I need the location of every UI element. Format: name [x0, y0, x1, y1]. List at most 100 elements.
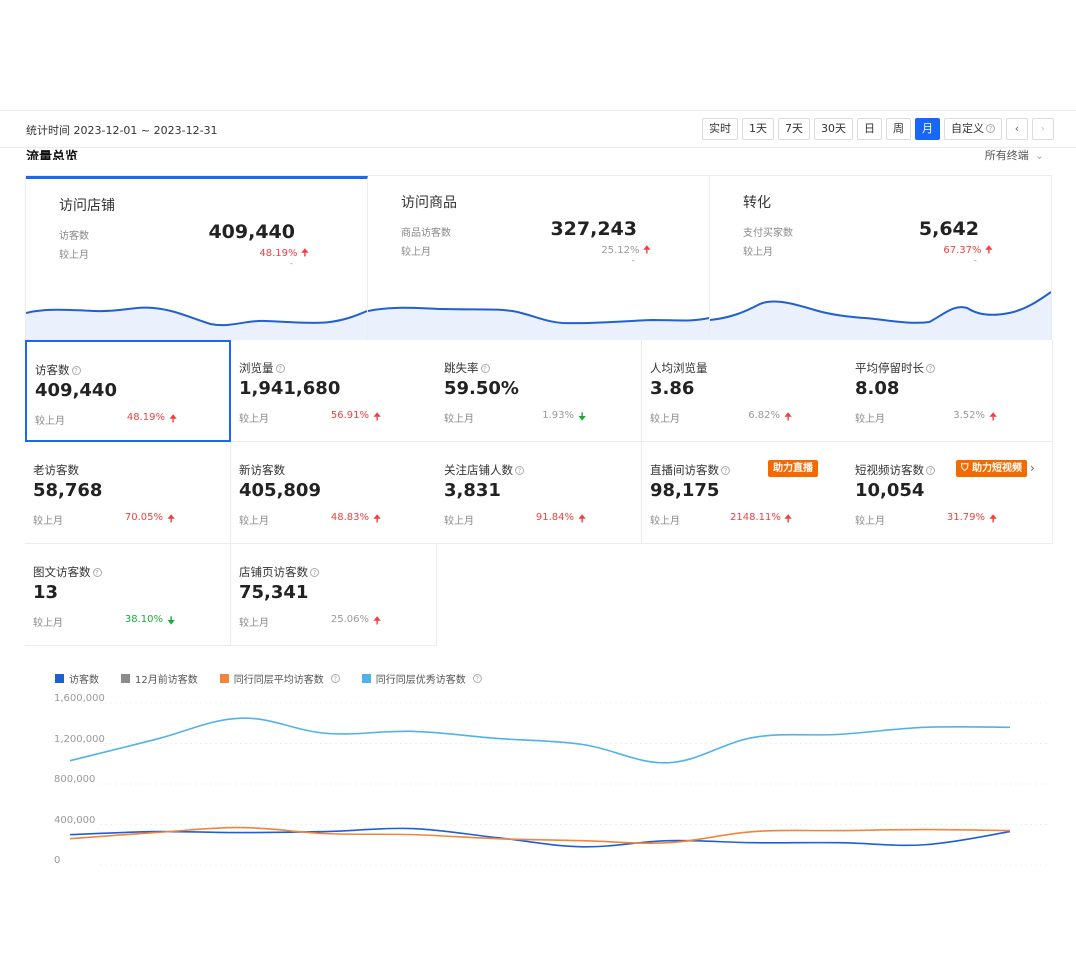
metric-label-text: 访客数: [35, 363, 70, 377]
help-icon[interactable]: ?: [310, 568, 319, 577]
chevron-down-icon: ⌄: [1034, 149, 1044, 162]
metric-label-text: 平均停留时长: [855, 361, 924, 375]
y-tick-label: 1,200,000: [54, 734, 105, 745]
help-icon[interactable]: ?: [721, 466, 730, 475]
help-icon[interactable]: ?: [330, 674, 340, 683]
metric-label: 直播间访客数?: [650, 462, 730, 478]
metric-cell-visitors[interactable]: 访客数? 409,440 较上月 48.19% 🠉: [25, 340, 231, 442]
sparkline-product: [368, 306, 709, 340]
compare-value: 48.19%: [126, 412, 165, 423]
toolbar: 统计时间 2023-12-01 ~ 2023-12-31 实时 1天 7天 30…: [0, 110, 1076, 148]
summary-card-shop[interactable]: 访问店铺 访客数 409,440 较上月 48.19% 🠉 -: [26, 176, 368, 340]
range-button-realtime[interactable]: 实时: [702, 118, 738, 140]
metric-value: 13: [33, 582, 59, 603]
metric-cell-short-video-visitors[interactable]: 短视频访客数? ⛉ 助力短视频 › 10,054 较上月 31.79% 🠉: [847, 442, 1053, 544]
metric-cell-returning-visitors[interactable]: 老访客数 58,768 较上月 70.05% 🠉: [25, 442, 231, 544]
legend-label: 同行同层优秀访客数: [375, 675, 466, 686]
help-icon[interactable]: ?: [71, 366, 81, 375]
metric-cell-avg-stay[interactable]: 平均停留时长? 8.08 较上月 3.52% 🠉: [847, 340, 1053, 442]
compare-label: 较上月: [33, 618, 63, 629]
card-compare-value: 48.19% 🠉: [259, 246, 309, 263]
help-icon[interactable]: ?: [472, 674, 482, 683]
arrow-up-icon: 🠉: [989, 412, 998, 423]
arrow-up-icon: 🠉: [642, 245, 651, 256]
sparkline-shop: [26, 306, 367, 340]
stat-time: 统计时间 2023-12-01 ~ 2023-12-31: [26, 124, 218, 137]
terminal-filter-label: 所有终端: [984, 149, 1029, 162]
metric-cell-avg-pageviews[interactable]: 人均浏览量 3.86 较上月 6.82% 🠉: [642, 340, 848, 442]
help-icon[interactable]: ?: [926, 364, 935, 373]
arrow-up-icon: 🠉: [167, 514, 176, 525]
metric-cell-pageviews[interactable]: 浏览量? 1,941,680 较上月 56.91% 🠉: [231, 340, 437, 442]
range-button-30days[interactable]: 30天: [814, 118, 853, 140]
arrow-up-icon: 🠉: [989, 514, 998, 525]
metric-label-text: 人均浏览量: [650, 361, 708, 375]
metric-label: 关注店铺人数?: [444, 462, 524, 478]
compare-label: 较上月: [855, 414, 885, 425]
compare-percent: 67.37%: [943, 245, 982, 256]
compare-value: 2148.11%: [730, 512, 781, 523]
metric-cell-bounce-rate[interactable]: 跳失率? 59.50% 较上月 1.93% 🠋: [436, 340, 642, 442]
card-value: 327,243: [550, 218, 637, 240]
summary-card-product[interactable]: 访问商品 商品访客数 327,243 较上月 25.12% 🠉 -: [368, 176, 710, 340]
metric-cell-live-visitors[interactable]: 直播间访客数? 助力直播 98,175 较上月 2148.11% 🠉: [642, 442, 848, 544]
legend-item-peer-top[interactable]: 同行同层优秀访客数?: [361, 671, 482, 686]
arrow-down-icon: 🠋: [578, 412, 587, 423]
summary-card-conversion[interactable]: 转化 支付买家数 5,642 较上月 67.37% 🠉 -: [710, 176, 1051, 340]
range-button-week[interactable]: 周: [886, 118, 911, 140]
legend-swatch: [219, 674, 229, 683]
metric-label: 老访客数: [33, 462, 79, 478]
card-dash: -: [631, 256, 635, 266]
chevron-left-icon[interactable]: ‹: [1006, 118, 1028, 140]
compare-value: 6.82%: [748, 410, 780, 421]
metric-label: 图文访客数?: [33, 564, 102, 580]
shield-icon: ⛉: [961, 463, 972, 474]
legend-swatch: [361, 674, 371, 683]
legend-item-peer-avg[interactable]: 同行同层平均访客数?: [219, 671, 340, 686]
metric-label-text: 短视频访客数: [855, 463, 924, 477]
range-button-month[interactable]: 月: [915, 118, 940, 140]
range-button-7days[interactable]: 7天: [778, 118, 810, 140]
compare-value: 91.84%: [535, 512, 574, 523]
range-button-custom[interactable]: 自定义?: [944, 118, 1002, 140]
metric-label-text: 直播间访客数: [650, 463, 719, 477]
help-icon[interactable]: ?: [926, 466, 935, 475]
metric-label-text: 关注店铺人数: [444, 463, 513, 477]
legend-item-visitors[interactable]: 访客数: [55, 671, 99, 686]
help-icon[interactable]: ?: [515, 466, 524, 475]
range-button-day[interactable]: 日: [857, 118, 882, 140]
boost-short-video-label: 助力短视频: [971, 463, 1022, 474]
terminal-filter[interactable]: 所有终端 ⌄: [985, 147, 1044, 163]
card-compare-label: 较上月: [59, 250, 89, 261]
metric-cell-shop-page-visitors[interactable]: 店铺页访客数? 75,341 较上月 25.06% 🠉: [231, 544, 437, 646]
metric-cell-image-text-visitors[interactable]: 图文访客数? 13 较上月 38.10% 🠋: [25, 544, 231, 646]
card-title: 访问店铺: [59, 198, 115, 214]
compare-value: 38.10%: [124, 614, 163, 625]
section-title: 流量总览: [26, 150, 79, 160]
metric-label: 访客数?: [35, 362, 81, 378]
card-title: 转化: [743, 195, 771, 211]
chevron-right-icon[interactable]: ›: [1032, 118, 1054, 140]
y-tick-label: 400,000: [54, 815, 96, 826]
boost-live-button[interactable]: 助力直播: [768, 460, 818, 477]
boost-short-video-button[interactable]: ⛉ 助力短视频: [956, 460, 1027, 477]
card-value: 5,642: [918, 218, 979, 240]
legend-item-last-year[interactable]: 12月前访客数: [121, 671, 198, 686]
help-icon[interactable]: ?: [92, 568, 102, 577]
help-icon: ?: [986, 124, 995, 133]
help-icon[interactable]: ?: [480, 364, 490, 373]
metric-value: 409,440: [35, 380, 117, 401]
metric-cell-followers[interactable]: 关注店铺人数? 3,831 较上月 91.84% 🠉: [436, 442, 642, 544]
metric-label-text: 浏览量: [239, 361, 274, 375]
metric-cell-new-visitors[interactable]: 新访客数 405,809 较上月 48.83% 🠉: [231, 442, 437, 544]
chevron-right-icon[interactable]: ›: [1030, 461, 1035, 475]
y-tick-label: 0: [54, 855, 61, 866]
metric-value: 58,768: [33, 480, 103, 501]
legend-swatch: [55, 674, 64, 683]
range-button-1day[interactable]: 1天: [742, 118, 774, 140]
trend-chart-plot: [69, 702, 1050, 866]
help-icon[interactable]: ?: [275, 364, 285, 373]
card-compare-value: 25.12% 🠉: [601, 243, 651, 260]
compare-label: 较上月: [35, 416, 65, 427]
compare-value: 3.52%: [953, 410, 985, 421]
